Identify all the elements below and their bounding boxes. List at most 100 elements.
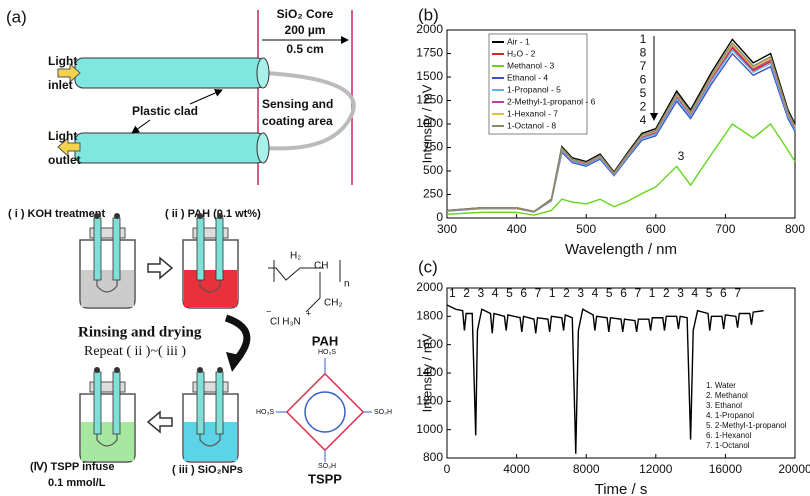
x-tick-label: 20000 [778,462,810,476]
pah-name: PAH [312,333,338,348]
pah-charge: − [266,306,271,316]
tspp-group: SO₃H [374,409,392,416]
panel-label: (c) [418,257,438,276]
core-label: 0.5 cm [286,42,323,56]
pah-atom: CH [314,261,328,272]
light-arrow [57,136,81,158]
open-arrow [147,256,174,280]
annotation: 6 [640,73,647,87]
note: 4. 1-Propanol [706,411,754,420]
panel-label: (a) [6,7,27,26]
fiber-bottom [74,132,266,164]
tspp-name: TSPP [308,471,342,486]
note: 6. 1-Hexanol [706,431,752,440]
light-label: Light [48,54,77,68]
legend-label: Methanol - 3 [507,60,555,70]
note: 3. Ethanol [706,401,742,410]
light-arrow [57,62,81,84]
y-tick-label: 2000 [416,280,443,294]
rinse-label: Repeat ( ii )~( iii ) [84,344,186,359]
step-label: 0.1 mmol/L [48,477,106,489]
legend-label: Ethanol - 4 [507,72,548,82]
fiber-end [256,132,270,164]
y-tick-label: 1250 [416,93,443,107]
x-tick-label: 8000 [573,462,600,476]
sensing-label: coating area [262,114,333,128]
y-tick-label: 1800 [416,309,443,323]
y-axis-label: Intensity / mV [419,84,434,163]
pah-atom: Cl H₃N [270,317,301,328]
rinse-label: Rinsing and drying [78,324,202,340]
pointer [189,89,223,105]
annotation: 2 [640,100,647,114]
x-tick-label: 0 [444,462,451,476]
x-tick-label: 400 [507,222,527,236]
note: 2. Methanol [706,391,748,400]
x-tick-label: 800 [785,222,805,236]
x-tick-label: 600 [646,222,666,236]
y-tick-label: 1600 [416,337,443,351]
x-tick-label: 500 [576,222,596,236]
pah-atom: H₂ [290,251,301,262]
tspp-group: HO₃S [256,409,274,416]
step-label: ( i ) KOH treatment [8,208,106,220]
annotation: 5 [640,86,647,100]
annotation: 1 [640,32,647,46]
y-tick-label: 1000 [416,116,443,130]
x-axis-label: Time / s [595,481,648,496]
pah-atom: CH₂ [324,298,342,309]
vial [182,212,239,309]
legend-label: 1-Propanol - 5 [507,84,561,94]
x-tick-label: 700 [715,222,735,236]
x-tick-label: 16000 [709,462,743,476]
note: 7. 1-Octanol [706,441,750,450]
y-tick-label: 750 [423,140,443,154]
sensing-fiber [265,71,356,151]
panel-label: (b) [418,5,439,24]
annotation: 7 [640,59,647,73]
pah-charge: + [306,308,311,318]
annotation: 8 [640,46,647,60]
arrow-head [226,352,244,372]
x-axis-label: Wavelength / nm [565,241,677,258]
y-tick-label: 1200 [416,394,443,408]
note: 1. Water [706,381,736,390]
open-arrow [146,410,173,434]
series-line [446,122,796,216]
y-tick-label: 500 [423,163,443,177]
curved-arrow [224,314,251,363]
legend-label: 2-Methyl-1-propanol - 6 [507,96,596,106]
y-tick-label: 1400 [416,365,443,379]
pah-bond [305,272,321,313]
clad-label: Plastic clad [132,104,198,118]
x-tick-label: 4000 [503,462,530,476]
fiber-end [256,57,270,89]
panel-a: (a) SiO₂ Core 200 µm 0.5 cm Light inlet … [6,7,392,489]
pah-atom: n [344,279,350,290]
x-tick-label: 300 [437,222,457,236]
annotation: 1 2 3 4 5 6 7 1 2 3 4 5 6 7 1 2 3 4 5 6 … [449,286,741,300]
legend-label: Air - 1 [507,36,530,46]
y-tick-label: 250 [423,187,443,201]
annotation: 4 [640,113,647,127]
step-label: (Ⅳ) TSPP infuse [30,461,115,473]
pah-bond [268,267,324,281]
step-label: ( ii ) PAH (0.1 wt%) [165,208,261,220]
y-tick-label: 0 [436,210,443,224]
vial [182,366,239,463]
annotation: 3 [678,149,685,163]
core-label: 200 µm [285,23,326,37]
legend-box [488,33,588,135]
y-axis-label: Intensity / mV [419,333,434,412]
note: 5. 2-Methyl-1-propanol [706,421,787,430]
step-label: ( iii ) SiO₂NPs [172,464,243,476]
pointer [131,119,151,134]
core-label: SiO₂ Core [277,7,334,21]
tspp-structure [276,358,372,462]
series-line [446,41,796,213]
sensing-label: Sensing and [262,97,333,111]
light-label: inlet [48,78,73,92]
y-tick-label: 2000 [416,22,443,36]
